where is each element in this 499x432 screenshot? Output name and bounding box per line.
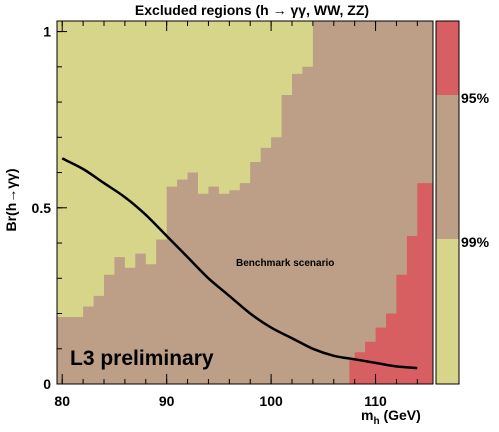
legend-label-99: 99% [461, 234, 490, 250]
x-tick-label: 80 [54, 393, 70, 409]
l3-preliminary-label: L3 preliminary [70, 347, 214, 370]
legend-label-95: 95% [461, 90, 490, 106]
x-axis-label-main: m [361, 407, 373, 423]
legend: 95% 99% [435, 20, 490, 385]
legend-swatch-allowed [436, 239, 459, 384]
y-tick-label: 1 [43, 24, 51, 40]
chart-title: Excluded regions (h → γγ, WW, ZZ) [135, 2, 369, 18]
ticks-layer: 80 90 100 110 0 0.5 1 [32, 21, 418, 409]
benchmark-scenario-label: Benchmark scenario [236, 258, 334, 269]
x-axis-label: mh (GeV) [361, 407, 421, 427]
y-tick-label: 0.5 [32, 200, 52, 216]
regions-layer [57, 21, 433, 384]
legend-swatch-95 [436, 21, 459, 95]
y-axis-label: Br(h→γγ) [3, 168, 19, 231]
benchmark-curve [61, 157, 418, 370]
plot-frame [56, 20, 434, 385]
excluded-95-region [349, 183, 433, 384]
x-tick-label: 110 [364, 393, 387, 409]
x-tick-label: 100 [259, 393, 283, 409]
x-axis-label-sub: h [373, 416, 379, 427]
x-tick-label: 90 [159, 393, 175, 409]
excluded-99-region [57, 21, 433, 384]
legend-frame [435, 20, 460, 385]
x-axis-label-unit: (GeV) [380, 407, 421, 423]
legend-swatch-99 [436, 95, 459, 239]
y-tick-label: 0 [43, 376, 51, 392]
